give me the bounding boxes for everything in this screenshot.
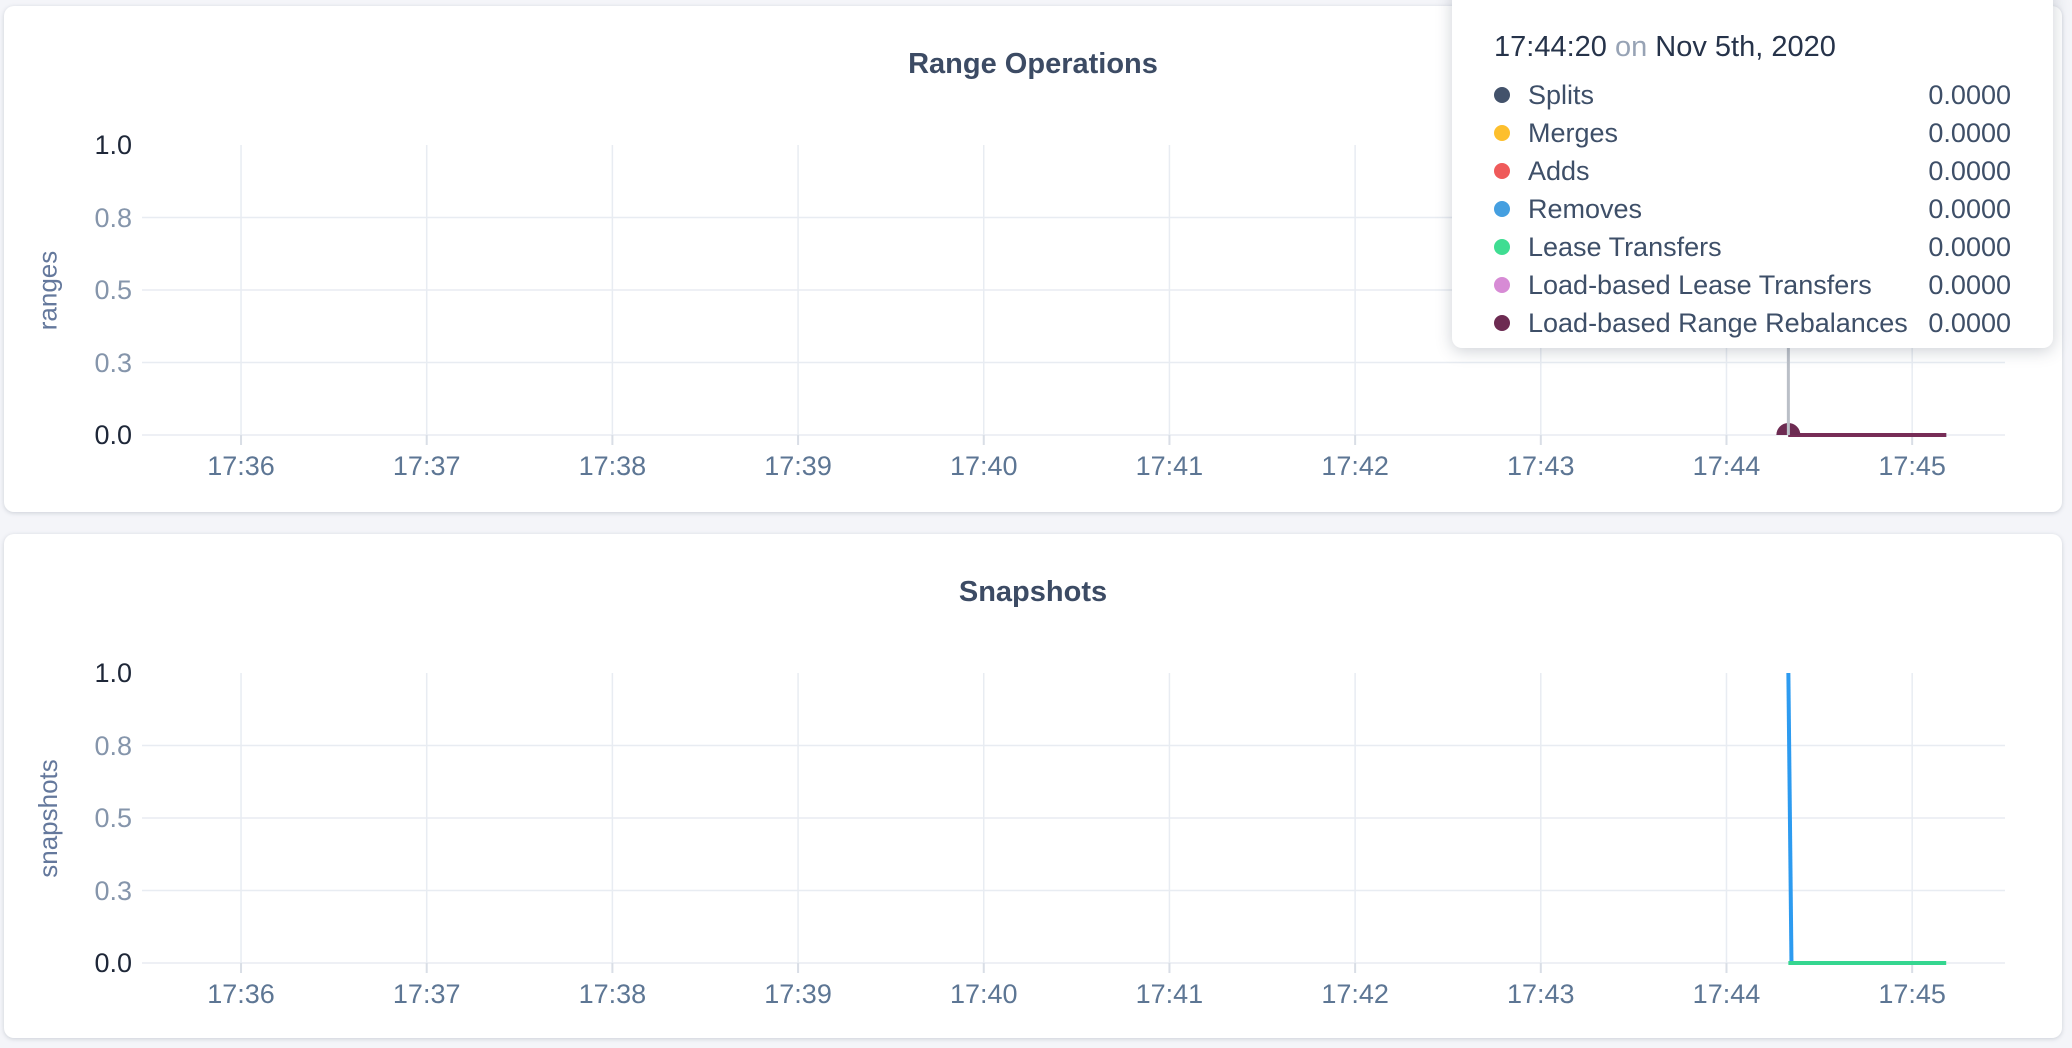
x-tick-label: 17:36 [207, 979, 275, 1009]
y-tick-label: 1.0 [94, 130, 132, 160]
x-tick-label: 17:37 [392, 451, 461, 481]
y-tick-label: 0.8 [94, 202, 132, 233]
chart-title-snapshots: Snapshots [958, 576, 1108, 608]
y-tick-label: 0.0 [94, 948, 132, 978]
x-tick-label: 17:41 [1135, 979, 1204, 1009]
series-value: 0.0000 [1928, 269, 2011, 300]
snapshots-chart-card: Snapshots snapshots 1.0 0.8 0.5 0.3 0.0 17:36… [4, 534, 2062, 1038]
legend-row: Merges 0.0000 [1494, 114, 2011, 152]
x-tick-label: 17:41 [1135, 451, 1204, 481]
x-tick-label: 17:39 [764, 979, 832, 1009]
x-tick-label: 17:39 [764, 451, 832, 481]
x-tick-label: 17:36 [207, 451, 275, 481]
y-tick-label: 0.8 [94, 730, 132, 761]
x-tick-label: 17:43 [1507, 451, 1575, 481]
series-value: 0.0000 [1928, 117, 2011, 148]
series-color-dot-icon [1494, 239, 1510, 255]
x-tick-label: 17:40 [949, 979, 1018, 1009]
series-color-dot-icon [1494, 125, 1510, 141]
tooltip-date: Nov 5th, 2020 [1655, 31, 1836, 63]
series-label: Removes [1528, 193, 1643, 224]
y-tick-label: 0.3 [94, 347, 132, 378]
series-line [1786, 672, 1794, 964]
plot-area-snapshots[interactable]: 1.0 0.8 0.5 0.3 0.0 17:36 17:37 17:38 17:39 17:40… [94, 658, 2005, 1009]
x-tick-label: 17:40 [949, 451, 1018, 481]
series-color-dot-icon [1494, 277, 1510, 293]
series-color-dot-icon [1494, 315, 1510, 331]
x-tick-label: 17:45 [1878, 979, 1946, 1009]
series-label: Load-based Range Rebalances [1528, 307, 1908, 338]
series-value: 0.0000 [1928, 231, 2011, 262]
legend-row: Load-based Range Rebalances 0.0000 [1494, 304, 2011, 342]
legend-row: Load-based Lease Transfers 0.0000 [1494, 266, 2011, 304]
x-tick-label: 17:43 [1507, 979, 1575, 1009]
tooltip-timestamp: 17:44:20 on Nov 5th, 2020 [1494, 30, 2011, 64]
series-color-dot-icon [1494, 87, 1510, 103]
tooltip-rows: Splits 0.0000 Merges 0.0000 Adds 0.0000 Remove… [1494, 76, 2011, 342]
x-tick-label: 17:42 [1321, 451, 1389, 481]
x-tick-label: 17:38 [578, 979, 647, 1009]
series-label: Splits [1528, 79, 1595, 110]
series-label: Adds [1528, 155, 1590, 186]
chart-canvas[interactable] [142, 672, 2005, 977]
chart-title-range-operations: Range Operations [908, 48, 1158, 80]
y-tick-label: 0.0 [94, 420, 132, 450]
legend-row: Splits 0.0000 [1494, 76, 2011, 114]
series-color-dot-icon [1494, 201, 1510, 217]
x-tick-label: 17:44 [1692, 451, 1761, 481]
y-tick-label: 1.0 [94, 658, 132, 688]
tooltip-on-word: on [1606, 31, 1656, 63]
tooltip-time: 17:44:20 [1494, 31, 1607, 63]
y-tick-label: 0.3 [94, 875, 132, 906]
x-tick-label: 17:38 [578, 451, 647, 481]
hover-tooltip: 17:44:20 on Nov 5th, 2020 Splits 0.0000 Me… [1452, 0, 2053, 348]
legend-row: Lease Transfers 0.0000 [1494, 228, 2011, 266]
legend-row: Removes 0.0000 [1494, 190, 2011, 228]
series-value: 0.0000 [1928, 193, 2011, 224]
series-value: 0.0000 [1928, 307, 2011, 338]
series-label: Lease Transfers [1528, 231, 1722, 262]
x-tick-label: 17:44 [1692, 979, 1761, 1009]
series-value: 0.0000 [1928, 155, 2011, 186]
series-label: Merges [1528, 117, 1619, 148]
x-tick-label: 17:37 [392, 979, 461, 1009]
y-tick-label: 0.5 [94, 803, 132, 833]
series-value: 0.0000 [1928, 79, 2011, 110]
legend-row: Adds 0.0000 [1494, 152, 2011, 190]
series-label: Load-based Lease Transfers [1528, 269, 1872, 300]
x-tick-label: 17:45 [1878, 451, 1946, 481]
series-color-dot-icon [1494, 163, 1510, 179]
x-tick-label: 17:42 [1321, 979, 1389, 1009]
y-tick-label: 0.5 [94, 275, 132, 305]
